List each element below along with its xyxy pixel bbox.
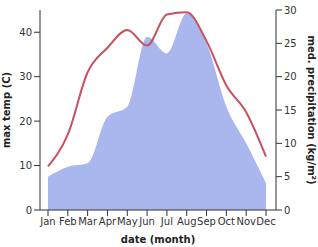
svg-text:15: 15 bbox=[284, 105, 297, 116]
svg-text:5: 5 bbox=[284, 171, 290, 182]
svg-text:Aug: Aug bbox=[177, 216, 197, 227]
svg-text:Jan: Jan bbox=[39, 216, 55, 227]
svg-text:30: 30 bbox=[19, 71, 32, 82]
svg-text:Dec: Dec bbox=[256, 216, 275, 227]
svg-text:30: 30 bbox=[284, 5, 297, 16]
svg-text:Sep: Sep bbox=[197, 216, 216, 227]
svg-text:25: 25 bbox=[284, 38, 297, 49]
svg-text:40: 40 bbox=[19, 27, 32, 38]
svg-text:med. precipitation (kg/m²): med. precipitation (kg/m²) bbox=[306, 35, 310, 184]
svg-text:20: 20 bbox=[284, 71, 297, 82]
svg-text:Jun: Jun bbox=[138, 216, 155, 227]
svg-text:Jul: Jul bbox=[160, 216, 173, 227]
svg-text:0: 0 bbox=[284, 205, 290, 216]
svg-text:Feb: Feb bbox=[59, 216, 77, 227]
svg-text:Apr: Apr bbox=[99, 216, 117, 227]
svg-text:0: 0 bbox=[26, 205, 32, 216]
svg-text:Mar: Mar bbox=[78, 216, 98, 227]
svg-text:May: May bbox=[117, 216, 138, 227]
svg-text:Nov: Nov bbox=[236, 216, 256, 227]
svg-text:20: 20 bbox=[19, 116, 32, 127]
svg-text:max temp (C): max temp (C) bbox=[8, 72, 12, 148]
svg-text:date (month): date (month) bbox=[121, 234, 195, 245]
svg-text:10: 10 bbox=[284, 138, 297, 149]
svg-text:10: 10 bbox=[19, 160, 32, 171]
svg-text:Oct: Oct bbox=[218, 216, 235, 227]
